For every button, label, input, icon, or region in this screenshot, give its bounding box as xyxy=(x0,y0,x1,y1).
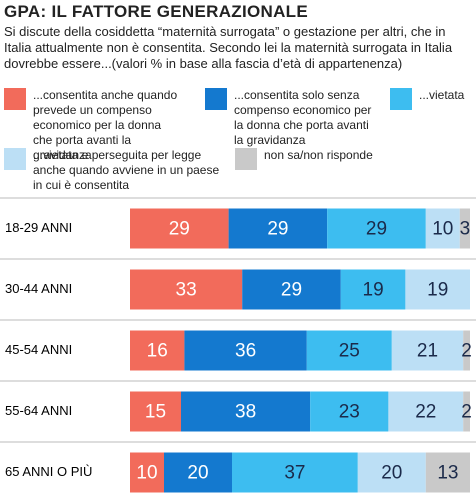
bar-segment xyxy=(425,452,470,493)
bar-segment xyxy=(181,391,311,432)
bar-segment xyxy=(130,391,181,432)
data-label: 21 xyxy=(417,341,438,362)
y-tick-label: 30-44 ANNI xyxy=(5,281,72,296)
data-label: 20 xyxy=(187,463,208,484)
bar-segment xyxy=(357,452,426,493)
data-label: 2 xyxy=(461,341,472,362)
data-label: 38 xyxy=(235,402,256,423)
bar-segment xyxy=(310,391,389,432)
data-label: 23 xyxy=(339,402,360,423)
bar-segment xyxy=(242,269,341,310)
legend-swatch xyxy=(4,148,26,170)
data-label: 2 xyxy=(461,402,472,423)
bar-segment xyxy=(232,452,358,493)
data-label: 13 xyxy=(437,463,458,484)
bar-segment xyxy=(391,330,464,371)
legend-label: ...vietata xyxy=(419,88,465,102)
data-label: 19 xyxy=(427,280,448,301)
data-label: 29 xyxy=(281,280,302,301)
data-label: 16 xyxy=(147,341,168,362)
data-label: 3 xyxy=(460,219,471,240)
data-label: 29 xyxy=(267,219,288,240)
legend-label: non sa/non risponde xyxy=(264,148,373,162)
data-label: 19 xyxy=(363,280,384,301)
data-label: 36 xyxy=(235,341,256,362)
bar-segment xyxy=(463,391,470,432)
bar-segment xyxy=(130,269,243,310)
bar-segment xyxy=(130,208,229,249)
y-tick-label: 18-29 ANNI xyxy=(5,220,72,235)
bar-segment xyxy=(228,208,328,249)
bar-segment xyxy=(327,208,426,249)
y-tick-label: 55-64 ANNI xyxy=(5,403,72,418)
legend-swatch xyxy=(390,88,412,110)
legend-item: ...vietata xyxy=(390,88,475,110)
data-label: 25 xyxy=(339,341,360,362)
bar-segment xyxy=(463,330,470,371)
bar-segment xyxy=(340,269,406,310)
chart-title: GPA: IL FATTORE GENERAZIONALE xyxy=(4,2,309,21)
legend-swatch xyxy=(4,88,26,110)
legend-item: ...vietata e perseguita per legge anche … xyxy=(4,148,229,193)
y-tick-label: 65 ANNI O PIÙ xyxy=(5,464,92,479)
bar-segment xyxy=(306,330,392,371)
data-label: 10 xyxy=(432,219,453,240)
bar-segment xyxy=(459,208,470,249)
data-label: 22 xyxy=(415,402,436,423)
legend-label: ...consentita anche quando prevede un co… xyxy=(33,88,178,162)
bar-segment xyxy=(405,269,470,310)
bar-segment xyxy=(130,452,164,493)
legend-swatch xyxy=(205,88,227,110)
y-tick-label: 45-54 ANNI xyxy=(5,342,72,357)
data-label: 29 xyxy=(366,219,387,240)
legend-label: ...consentita solo senza compenso econom… xyxy=(234,88,372,147)
legend-label: ...vietata e perseguita per legge anche … xyxy=(33,148,220,192)
bar-segment xyxy=(130,330,185,371)
bar-segment xyxy=(164,452,232,493)
data-label: 10 xyxy=(136,463,157,484)
data-label: 20 xyxy=(381,463,402,484)
data-label: 15 xyxy=(145,402,166,423)
bar-segment xyxy=(184,330,307,371)
chart-subtitle: Si discute della cosiddetta “maternità s… xyxy=(4,24,453,71)
bar-segment xyxy=(425,208,460,249)
legend-item: non sa/non risponde xyxy=(235,148,465,170)
data-label: 37 xyxy=(284,463,305,484)
bar-segment xyxy=(388,391,464,432)
legend-item: ...consentita solo senza compenso econom… xyxy=(205,88,380,148)
data-label: 33 xyxy=(176,280,197,301)
data-label: 29 xyxy=(169,219,190,240)
legend-item: ...consentita anche quando prevede un co… xyxy=(4,88,179,163)
legend-swatch xyxy=(235,148,257,170)
